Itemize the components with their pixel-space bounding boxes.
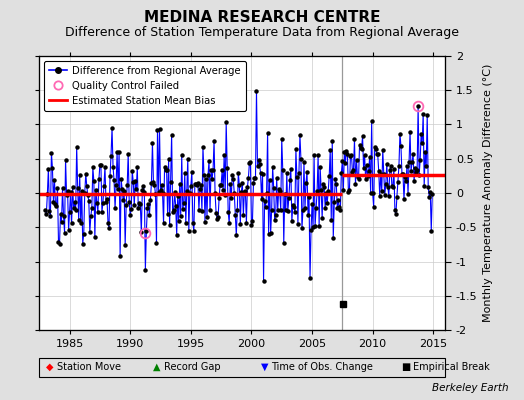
Text: Time of Obs. Change: Time of Obs. Change (271, 362, 373, 372)
Text: ■: ■ (401, 362, 411, 372)
Text: Empirical Break: Empirical Break (413, 362, 489, 372)
Y-axis label: Monthly Temperature Anomaly Difference (°C): Monthly Temperature Anomaly Difference (… (483, 64, 493, 322)
Text: Station Move: Station Move (57, 362, 121, 372)
Text: MEDINA RESEARCH CENTRE: MEDINA RESEARCH CENTRE (144, 10, 380, 25)
Text: ◆: ◆ (46, 362, 53, 372)
Legend: Difference from Regional Average, Quality Control Failed, Estimated Station Mean: Difference from Regional Average, Qualit… (45, 61, 246, 111)
Text: Record Gap: Record Gap (164, 362, 221, 372)
Text: ▼: ▼ (261, 362, 268, 372)
Text: Berkeley Earth: Berkeley Earth (432, 383, 508, 393)
Text: Difference of Station Temperature Data from Regional Average: Difference of Station Temperature Data f… (65, 26, 459, 39)
Text: ▲: ▲ (154, 362, 161, 372)
